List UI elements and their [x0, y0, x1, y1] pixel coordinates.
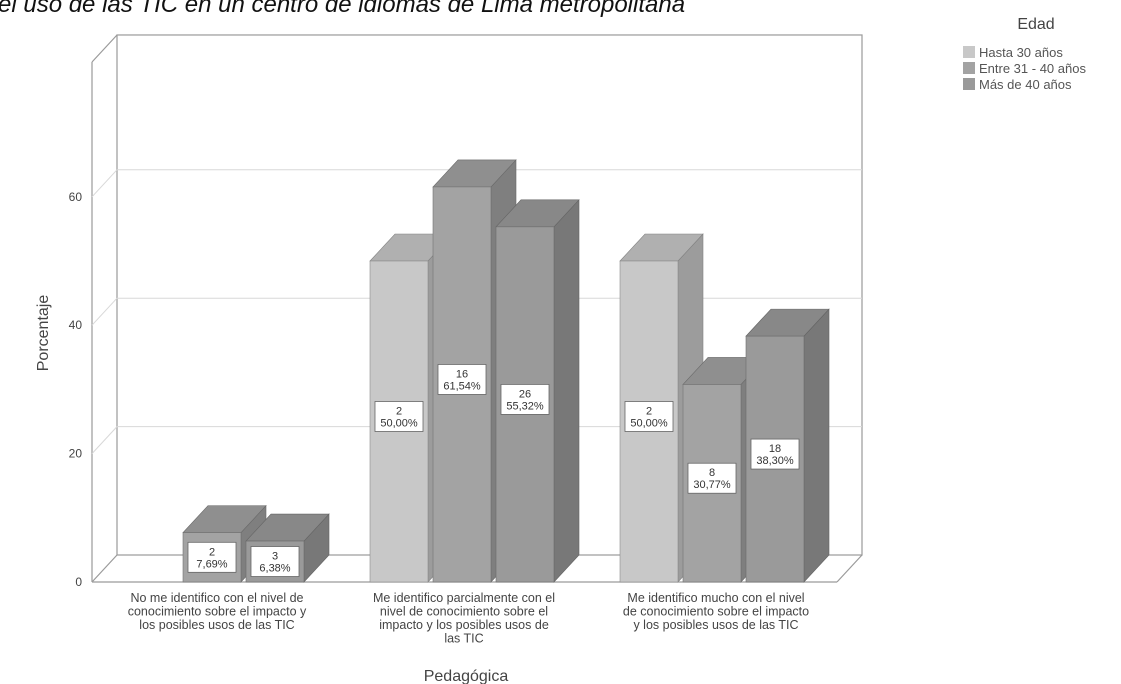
data-label-count: 26 [519, 388, 531, 400]
legend-item: Entre 31 - 40 años [963, 61, 1086, 76]
data-label-percent: 50,00% [630, 418, 668, 430]
legend-item: Hasta 30 años [963, 45, 1063, 60]
data-label-percent: 38,30% [756, 455, 794, 467]
data-label-count: 2 [209, 546, 215, 558]
legend-title: Edad [1017, 16, 1054, 33]
data-label-count: 3 [272, 551, 278, 563]
y-axis-ticks: 0 20 40 60 [69, 190, 83, 589]
data-label-percent: 55,32% [506, 400, 544, 412]
x-tick-label-line: Me identifico parcialmente con el [373, 591, 555, 605]
data-label: 250,00% [374, 401, 424, 432]
data-label-percent: 7,69% [196, 558, 227, 570]
y-axis-title: Porcentaje [35, 295, 52, 372]
x-tick-label-line: de conocimiento sobre el impacto [623, 605, 809, 619]
y-tick-label: 20 [69, 447, 83, 461]
floor-left-edge [91, 554, 118, 583]
bar-side-face [553, 199, 580, 583]
data-label-count: 2 [396, 406, 402, 418]
data-label-box [624, 401, 674, 432]
data-label: 250,00% [624, 401, 674, 432]
x-tick-label-line: los posibles usos de las TIC [139, 618, 294, 632]
x-tick-label-line: nivel de conocimiento sobre el [380, 605, 548, 619]
bars [182, 159, 830, 583]
data-label-box [374, 401, 424, 432]
data-label-count: 2 [646, 406, 652, 418]
data-label-box [750, 438, 800, 470]
data-label-percent: 6,38% [259, 563, 290, 575]
data-label-percent: 30,77% [693, 479, 731, 491]
legend-item: Más de 40 años [963, 77, 1072, 92]
left-wall-top-edge [91, 34, 118, 63]
x-tick-label-line: las TIC [444, 632, 483, 646]
y-tick-label: 40 [69, 318, 83, 332]
data-label-count: 18 [769, 443, 781, 455]
data-label-percent: 50,00% [380, 418, 418, 430]
gridline-side [91, 169, 118, 198]
x-tick-label: No me identifico con el nivel deconocimi… [128, 591, 307, 632]
data-label-box [687, 462, 737, 494]
x-tick-label-line: conocimiento sobre el impacto y [128, 605, 307, 619]
legend-swatch [963, 62, 975, 74]
data-label: 27,69% [187, 541, 237, 573]
legend-swatch [963, 78, 975, 90]
gridline-side [91, 426, 118, 454]
data-label-count: 8 [709, 467, 715, 479]
y-tick-label: 0 [75, 575, 82, 589]
data-label-box [500, 384, 550, 415]
x-tick-label-line: Me identifico mucho con el nivel [627, 591, 804, 605]
data-label-count: 16 [456, 368, 468, 380]
x-tick-label-line: impacto y los posibles usos de [379, 618, 549, 632]
bar-side-face [803, 308, 830, 583]
chart-title: el uso de las TIC en un centro de idioma… [0, 0, 685, 18]
x-axis-category-labels: No me identifico con el nivel deconocimi… [128, 591, 809, 646]
data-label: 36,38% [250, 546, 300, 577]
legend-label: Hasta 30 años [979, 45, 1063, 60]
data-label-box [250, 546, 300, 577]
data-label-percent: 61,54% [443, 380, 481, 392]
data-label: 830,77% [687, 462, 737, 494]
gridline-side [91, 297, 118, 326]
data-label-box [187, 541, 237, 573]
data-labels: 250,00%250,00%27,69%1661,54%830,77%36,38… [187, 364, 800, 577]
legend-label: Más de 40 años [979, 77, 1072, 92]
legend-label: Entre 31 - 40 años [979, 61, 1086, 76]
y-tick-label: 60 [69, 190, 83, 204]
x-axis-title: Pedagógica [424, 668, 509, 684]
x-tick-label-line: No me identifico con el nivel de [130, 591, 303, 605]
legend-swatch [963, 46, 975, 58]
data-label-box [437, 364, 487, 395]
floor-right-edge [836, 554, 863, 583]
x-tick-label-line: y los posibles usos de las TIC [633, 618, 798, 632]
